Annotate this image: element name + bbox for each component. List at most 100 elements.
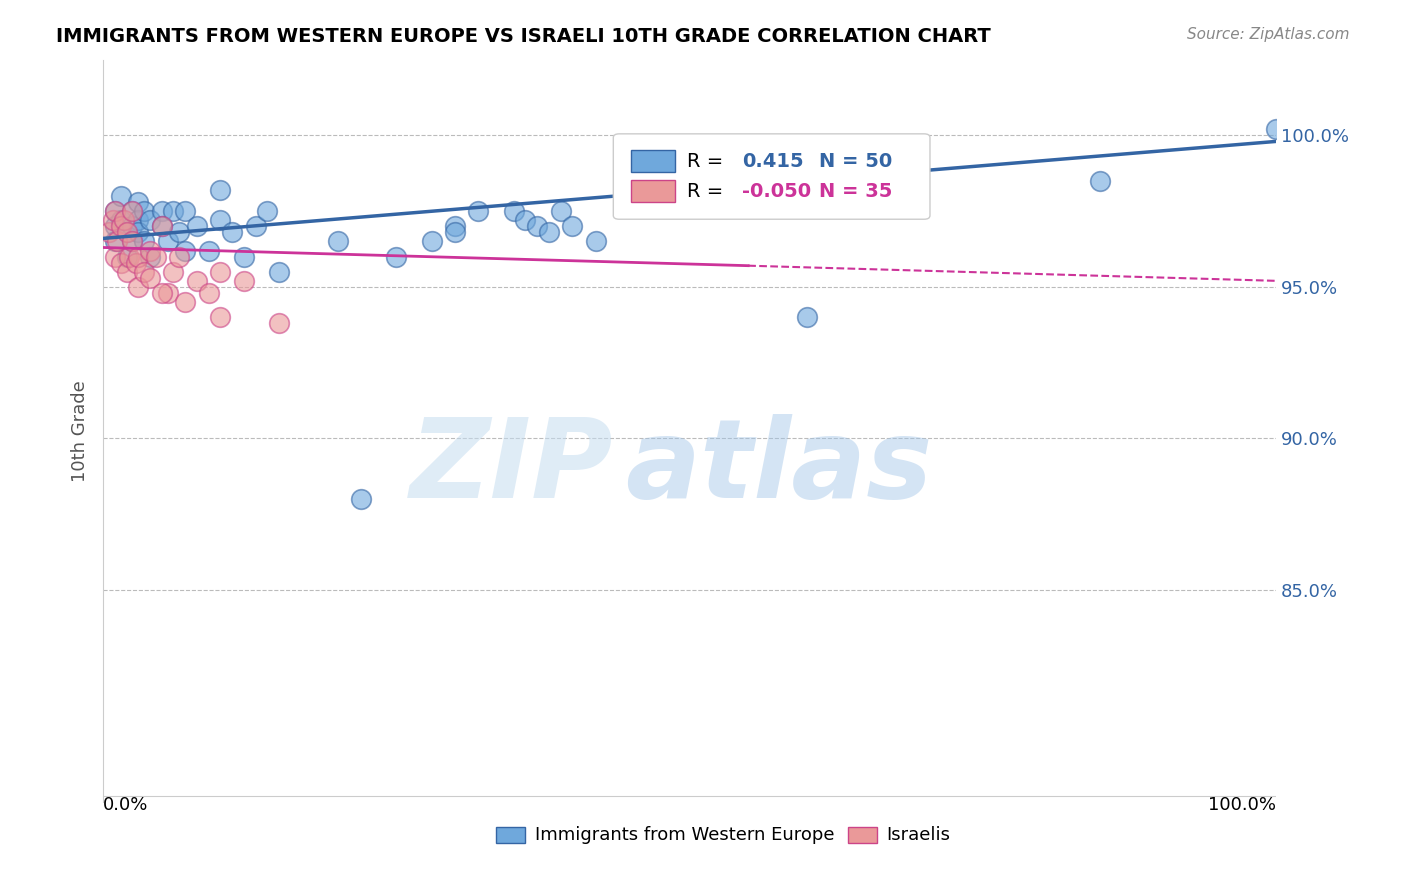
Point xyxy=(256,204,278,219)
Point xyxy=(209,310,232,325)
Point xyxy=(444,225,467,239)
Point xyxy=(110,219,132,234)
Point xyxy=(118,250,141,264)
Point xyxy=(169,250,191,264)
Point xyxy=(139,213,162,227)
Point xyxy=(105,235,128,249)
Point xyxy=(585,235,607,249)
Point xyxy=(197,285,219,300)
Point xyxy=(209,213,232,227)
Text: R =: R = xyxy=(688,152,724,171)
Point xyxy=(326,235,349,249)
Point xyxy=(150,219,173,234)
Point xyxy=(156,285,179,300)
Point xyxy=(350,491,373,506)
Point xyxy=(174,295,197,310)
Point xyxy=(104,204,127,219)
Point xyxy=(1088,174,1111,188)
Point xyxy=(209,183,232,197)
Point xyxy=(444,219,467,234)
Point xyxy=(245,219,267,234)
Bar xyxy=(496,827,526,843)
Point xyxy=(127,225,149,239)
Point xyxy=(515,213,537,227)
Bar xyxy=(631,180,675,202)
Point xyxy=(121,235,143,249)
Point xyxy=(174,244,197,258)
Point xyxy=(267,316,290,330)
Point xyxy=(127,213,149,227)
Point xyxy=(104,219,127,234)
Text: N = 35: N = 35 xyxy=(818,182,891,201)
Point xyxy=(127,195,149,210)
Point xyxy=(169,225,191,239)
Point xyxy=(110,189,132,203)
Point xyxy=(110,213,132,227)
Point xyxy=(162,265,184,279)
Point xyxy=(115,250,138,264)
Text: IMMIGRANTS FROM WESTERN EUROPE VS ISRAELI 10TH GRADE CORRELATION CHART: IMMIGRANTS FROM WESTERN EUROPE VS ISRAEL… xyxy=(56,27,991,45)
Point xyxy=(162,204,184,219)
Point xyxy=(537,225,560,239)
Point xyxy=(150,204,173,219)
Text: -0.050: -0.050 xyxy=(742,182,811,201)
Point xyxy=(127,280,149,294)
Point xyxy=(150,219,173,234)
Text: Source: ZipAtlas.com: Source: ZipAtlas.com xyxy=(1187,27,1350,42)
Bar xyxy=(848,827,877,843)
Point xyxy=(174,204,197,219)
Point xyxy=(121,235,143,249)
Point xyxy=(104,250,127,264)
Bar xyxy=(631,150,675,172)
Point xyxy=(139,250,162,264)
Point xyxy=(221,225,243,239)
Point xyxy=(796,310,818,325)
Point xyxy=(139,270,162,285)
Point xyxy=(104,235,127,249)
Text: atlas: atlas xyxy=(626,415,932,522)
Text: Israelis: Israelis xyxy=(887,826,950,844)
Text: N = 50: N = 50 xyxy=(818,152,891,171)
Text: Immigrants from Western Europe: Immigrants from Western Europe xyxy=(534,826,834,844)
Y-axis label: 10th Grade: 10th Grade xyxy=(72,380,89,482)
Point xyxy=(139,244,162,258)
Point xyxy=(134,265,156,279)
Point xyxy=(467,204,489,219)
Point xyxy=(134,235,156,249)
Point xyxy=(115,225,138,239)
Point xyxy=(110,255,132,269)
Point xyxy=(104,204,127,219)
Point xyxy=(115,265,138,279)
Text: R =: R = xyxy=(688,182,724,201)
Point xyxy=(502,204,524,219)
Point xyxy=(186,274,208,288)
Point xyxy=(101,213,124,227)
Point xyxy=(98,225,121,239)
Point xyxy=(121,204,143,219)
Point xyxy=(150,285,173,300)
Point xyxy=(1265,122,1288,136)
Point xyxy=(156,235,179,249)
Point xyxy=(134,204,156,219)
Text: 0.415: 0.415 xyxy=(742,152,804,171)
Point xyxy=(232,274,254,288)
Point xyxy=(115,225,138,239)
Point xyxy=(550,204,572,219)
Point xyxy=(121,204,143,219)
Point xyxy=(125,255,148,269)
Text: ZIP: ZIP xyxy=(409,415,613,522)
Point xyxy=(385,250,408,264)
Point xyxy=(112,213,135,227)
Point xyxy=(197,244,219,258)
Text: 0.0%: 0.0% xyxy=(103,796,149,814)
Point xyxy=(127,250,149,264)
Point xyxy=(561,219,583,234)
Point xyxy=(186,219,208,234)
FancyBboxPatch shape xyxy=(613,134,929,219)
Point xyxy=(420,235,443,249)
Point xyxy=(121,219,143,234)
Text: 100.0%: 100.0% xyxy=(1208,796,1277,814)
Point xyxy=(209,265,232,279)
Point xyxy=(526,219,548,234)
Point xyxy=(145,250,167,264)
